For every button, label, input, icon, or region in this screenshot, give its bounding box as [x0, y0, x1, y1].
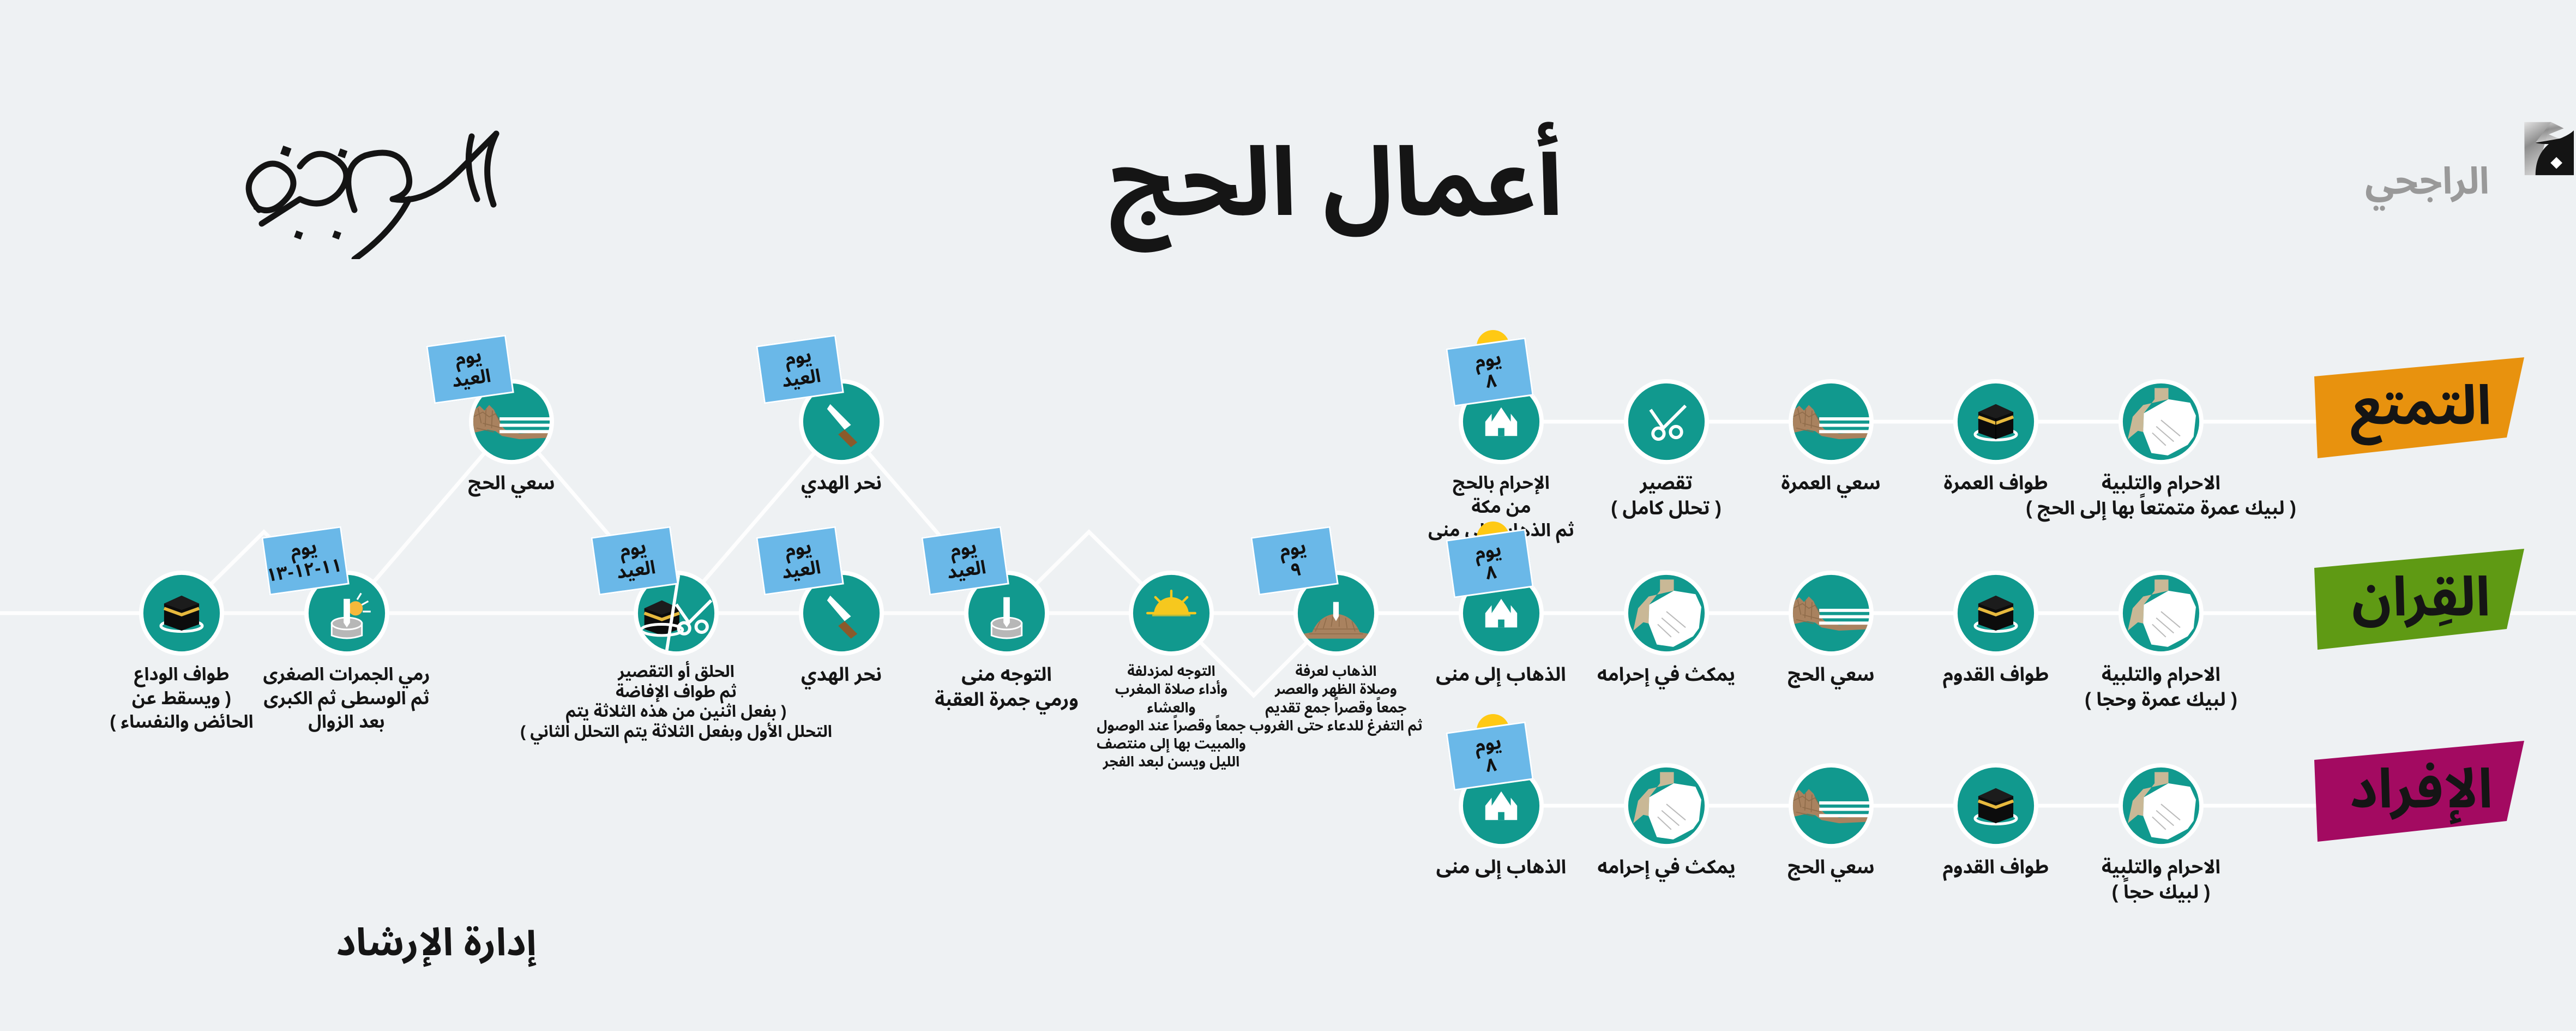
svg-text:الراجحي: الراجحي — [2365, 160, 2489, 211]
svg-text:الإفراد: الإفراد — [2350, 758, 2493, 824]
svg-text:التمتع: التمتع — [2351, 375, 2491, 445]
svg-text:القِران: القِران — [2352, 566, 2490, 628]
